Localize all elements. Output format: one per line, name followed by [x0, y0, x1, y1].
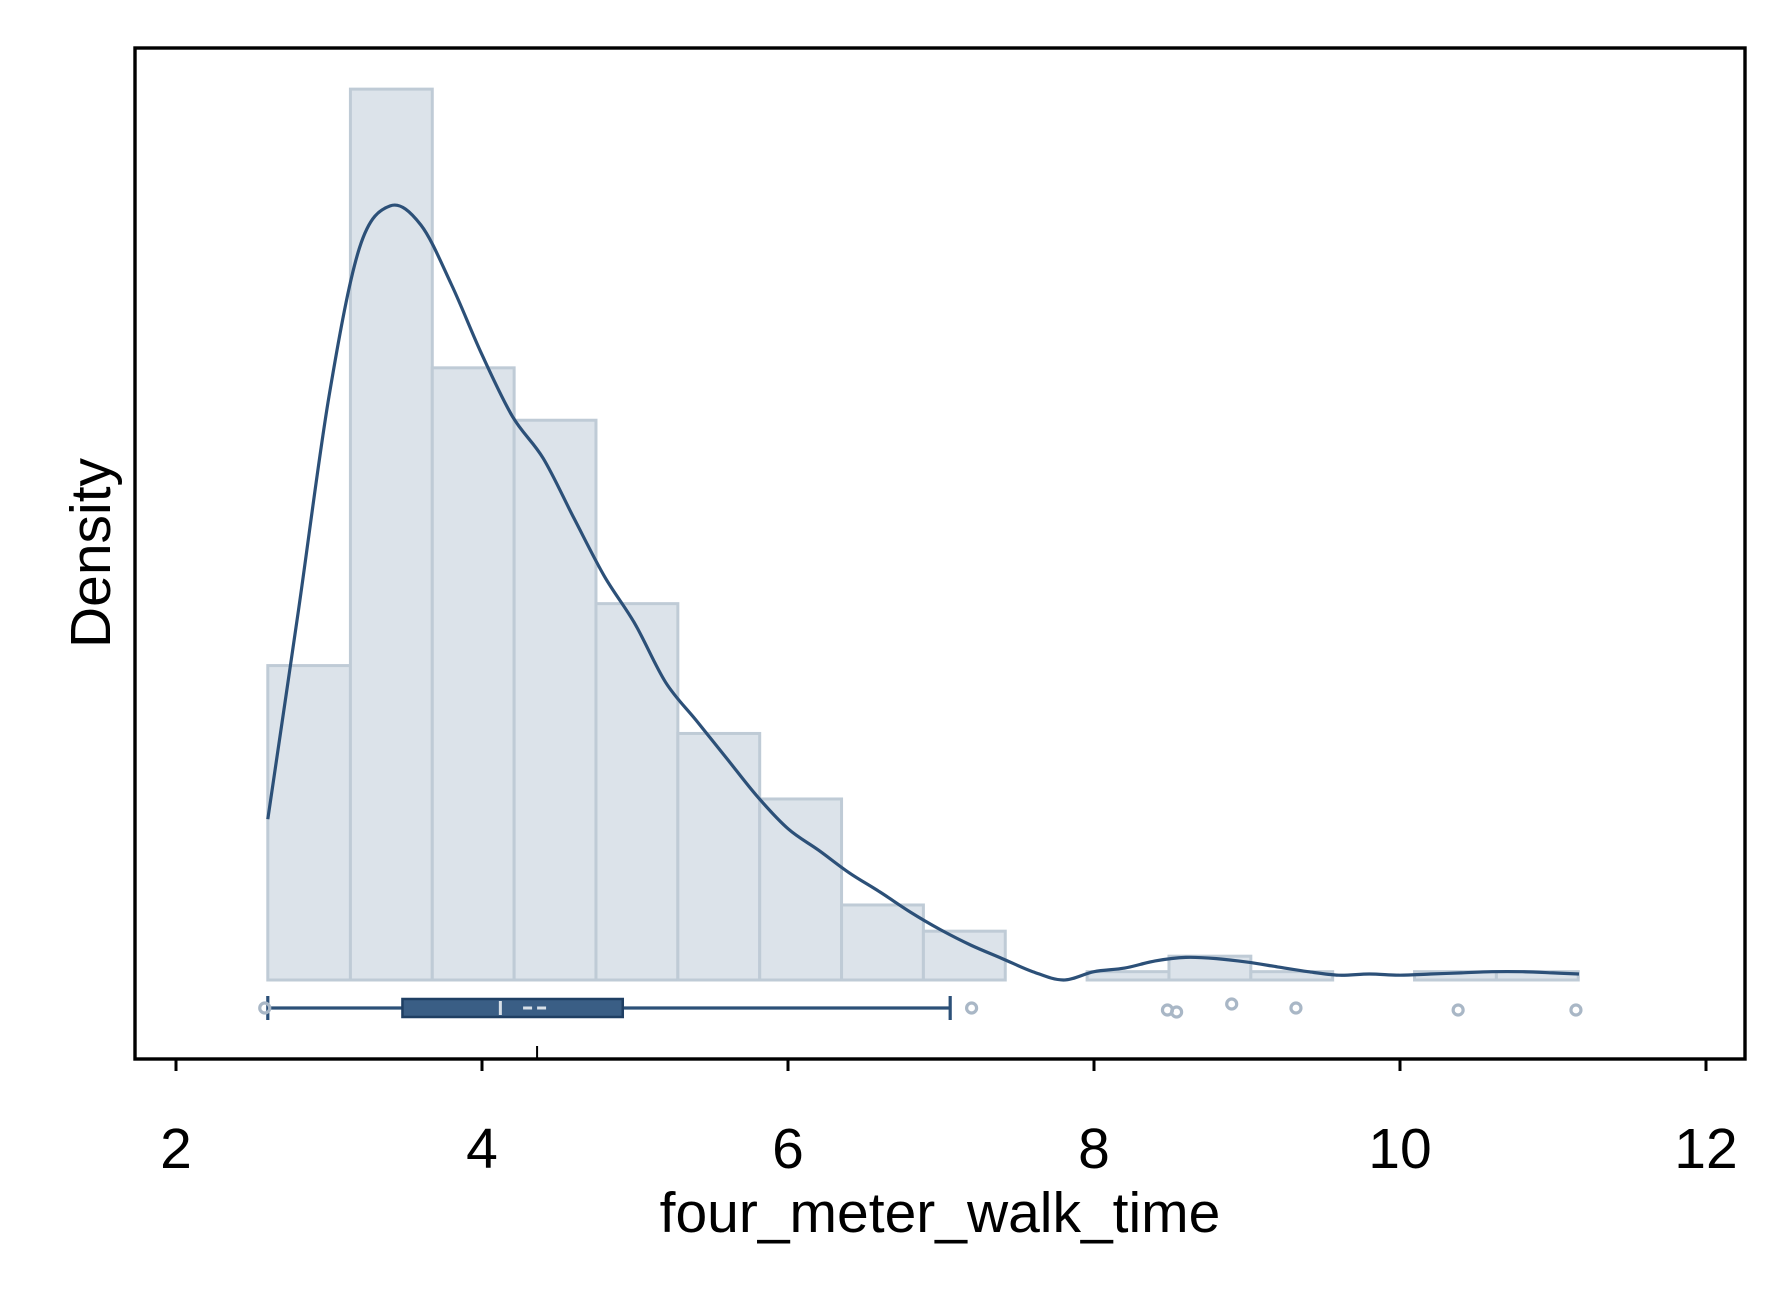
x-tick-label: 12 — [1674, 1117, 1737, 1181]
boxplot-box — [401, 997, 625, 1019]
y-axis-label: Density — [59, 457, 123, 648]
x-axis: 2 4 6 8 10 12 — [160, 1046, 1738, 1181]
boxplot — [258, 996, 1583, 1020]
boxplot-outlier — [1451, 1003, 1465, 1017]
boxplot-outlier — [1170, 1005, 1184, 1019]
histogram-bar — [430, 366, 516, 982]
histogram-bar — [1167, 954, 1253, 982]
histogram-bar — [512, 418, 598, 982]
boxplot-outlier — [1225, 997, 1239, 1011]
x-tick-label: 2 — [160, 1117, 192, 1181]
plot-frame — [133, 46, 1747, 1061]
histogram-bar — [840, 903, 925, 982]
histogram-bar — [266, 664, 352, 982]
histogram-bar — [758, 797, 844, 982]
histogram-bars — [266, 87, 1580, 982]
histogram-bar — [594, 602, 680, 982]
boxplot-outlier — [1569, 1003, 1583, 1017]
x-tick-label: 6 — [772, 1117, 804, 1181]
kde-line — [266, 203, 1580, 982]
histogram-bar — [1085, 970, 1171, 982]
boxplot-outlier — [964, 1001, 979, 1015]
histogram-bar — [676, 731, 762, 982]
boxplot-outlier — [258, 1001, 272, 1015]
x-axis-label: four_meter_walk_time — [660, 1181, 1221, 1245]
boxplot-outlier — [1289, 1001, 1303, 1015]
x-tick-label: 8 — [1078, 1117, 1110, 1181]
x-tick-label: 4 — [466, 1117, 498, 1181]
x-tick-label: 10 — [1368, 1117, 1431, 1181]
